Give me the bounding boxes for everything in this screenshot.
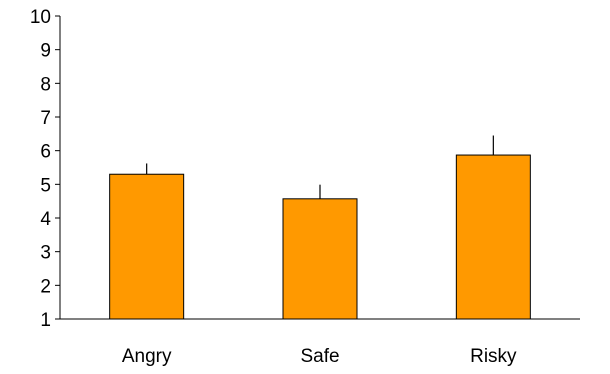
x-tick-label: Risky <box>470 346 517 367</box>
bar-angry <box>109 173 185 320</box>
y-tick-label: 9 <box>40 41 51 62</box>
y-tick-label: 2 <box>40 276 51 297</box>
x-tick-label: Safe <box>300 346 339 367</box>
x-axis: Angry Safe Risky <box>60 318 580 367</box>
y-tick-label: 1 <box>40 310 51 331</box>
bar-safe <box>282 198 358 320</box>
y-tick-label: 8 <box>40 74 51 95</box>
y-axis: 1 2 3 4 5 6 7 8 9 10 <box>30 7 61 331</box>
error-bars <box>146 135 494 199</box>
y-tick-label: 7 <box>40 108 51 129</box>
y-tick-label: 5 <box>40 175 51 196</box>
bars <box>109 154 531 320</box>
y-tick-label: 3 <box>40 243 51 264</box>
bar-risky <box>455 154 531 320</box>
y-tick-label: 10 <box>30 7 51 28</box>
y-tick-label: 4 <box>40 209 51 230</box>
x-tick-label: Angry <box>122 346 172 367</box>
y-tick-label: 6 <box>40 142 51 163</box>
